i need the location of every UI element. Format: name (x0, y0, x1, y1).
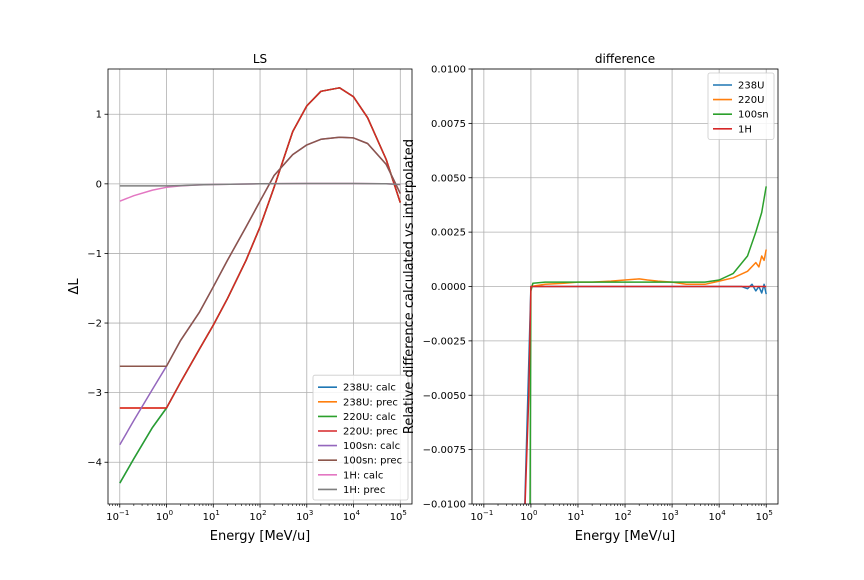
legend-label: 100sn (738, 110, 769, 121)
y-tick-label: 0.0050 (431, 173, 466, 184)
legend-label: 1H (738, 124, 752, 135)
legend-label: 100sn: prec (343, 456, 402, 467)
legend: 238U 220U 100sn 1H (707, 72, 775, 140)
series-line-100sn (529, 186, 767, 504)
legend-label: 1H: prec (343, 485, 385, 496)
x-tick-label: 100 (156, 509, 173, 523)
series-group (119, 87, 402, 484)
y-tick-label: −0.0100 (423, 500, 466, 511)
legend-label: 238U: prec (343, 397, 398, 408)
chart-title: difference (595, 52, 655, 66)
y-tick-label: 0 (96, 179, 102, 190)
y-tick-label: 0.0100 (431, 65, 466, 76)
y-tick-label: −0.0075 (423, 445, 466, 456)
ls-panel: 10−1 100 101 102 103 104 10510−1−2−3−4LSEnergy… (67, 52, 413, 544)
x-tick-label: 102 (249, 509, 266, 523)
x-tick-label: 105 (390, 509, 407, 523)
legend-label: 100sn: calc (343, 441, 400, 452)
x-tick-label: 102 (614, 509, 631, 523)
legend-label: 220U: prec (343, 427, 398, 438)
y-tick-label: −2 (87, 319, 102, 330)
x-axis-label: Energy [MeV/u] (575, 529, 676, 544)
x-tick-label: 10−1 (106, 509, 129, 523)
y-tick-label: −3 (87, 388, 102, 399)
legend-label: 220U (738, 95, 764, 106)
x-tick-label: 104 (709, 509, 727, 523)
legend: 238U: calc 238U: prec 220U: calc 220U: prec… (312, 374, 409, 501)
chart-title: LS (253, 52, 267, 66)
legend-label: 1H: calc (343, 470, 383, 481)
series-group (524, 186, 767, 504)
series-line-220u-prec (119, 87, 402, 409)
x-tick-label: 10−1 (470, 509, 493, 523)
legend-label: 220U: calc (343, 412, 396, 423)
y-tick-label: 0.0025 (431, 228, 466, 239)
legend-box (312, 374, 409, 501)
y-tick-label: −1 (87, 249, 102, 260)
y-tick-label: −0.0025 (423, 336, 466, 347)
difference-panel: 10−1 100 101 102 103 104 105 0.0100 0.0075 0.0050… (402, 52, 779, 544)
y-tick-label: 0.0075 (431, 119, 466, 130)
series-line-1h (524, 285, 767, 504)
series-line-1h-prec (119, 182, 401, 187)
y-axis-label: Relative difference calculated vs interp… (402, 139, 417, 434)
x-tick-label: 104 (343, 509, 361, 523)
y-tick-label: −4 (87, 458, 102, 469)
x-tick-label: 101 (567, 509, 584, 523)
y-axis-label: ΔL (67, 278, 82, 295)
legend-label: 238U (738, 81, 764, 92)
x-tick-label: 105 (756, 509, 773, 523)
y-tick-label: 0.0000 (431, 282, 466, 293)
series-line-100sn-prec (119, 136, 401, 367)
x-tick-label: 100 (520, 509, 537, 523)
x-tick-label: 101 (203, 509, 220, 523)
legend-box (707, 72, 775, 140)
y-tick-label: −0.0050 (423, 391, 466, 402)
legend-label: 238U: calc (343, 383, 396, 394)
x-tick-label: 103 (296, 509, 313, 523)
x-axis-label: Energy [MeV/u] (210, 529, 311, 544)
y-tick-label: 1 (96, 110, 102, 121)
x-tick-label: 103 (661, 509, 678, 523)
